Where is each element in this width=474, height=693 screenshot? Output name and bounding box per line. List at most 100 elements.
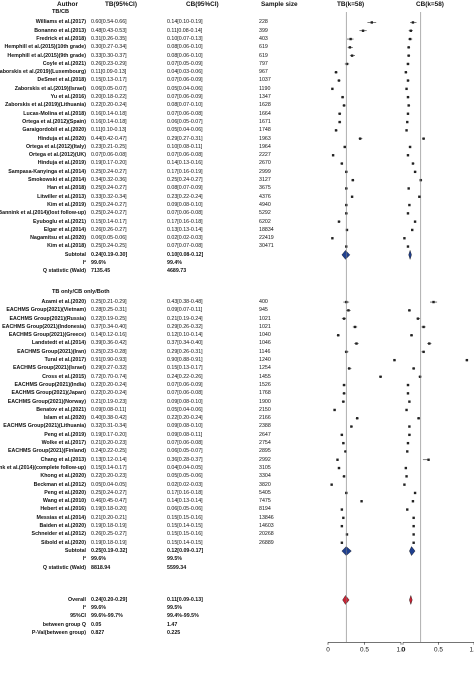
cb-point	[428, 342, 431, 345]
tb-estimate: 0.06[0.05-0.06]	[91, 235, 127, 242]
cb-point	[432, 300, 435, 304]
cb-point	[408, 37, 412, 41]
tb-point	[342, 104, 346, 107]
tb-estimate: 99.6%-99.7%	[91, 613, 123, 620]
row-label: Bonanno et al.(2013)	[34, 27, 86, 34]
table-row: Sibold et al.(2020) 0.19[0.18-0.19] 0.15[0…	[0, 539, 474, 547]
cb-estimate: 0.13[0.13-0.14]	[167, 226, 203, 233]
tb-estimate: 0.19[0.18-0.19]	[91, 523, 127, 529]
tb-estimate: 0.15[0.14-0.17]	[91, 218, 127, 225]
table-row: Garaigordobil et al.(2020) 0.11[0.10-0.13…	[0, 126, 474, 134]
row-label: EACHMS Group(2021)(Israel)	[13, 365, 86, 372]
tb-estimate: 0.13[0.12-0.14]	[91, 456, 127, 463]
row-label: DeSmet et al.(2018)	[37, 77, 86, 84]
cb-estimate: 0.07[0.05-0.09]	[167, 60, 203, 67]
cb-estimate: 4689.73	[167, 268, 187, 275]
tb-estimate: 0.15[0.13-0.17]	[91, 77, 127, 84]
cb-estimate: 0.24[0.22-0.26]	[167, 373, 203, 380]
tb-estimate: 0.25[0.24-0.27]	[91, 210, 127, 217]
cb-point	[412, 524, 415, 528]
cb-point	[408, 433, 411, 437]
row-label: EACHMS Group(2021)(Iran)	[17, 348, 86, 355]
row-label: Hinduja et al.(2020)	[37, 135, 86, 142]
table-row: Hemphill et al.(2015)(9th grade) 0.33[0.3…	[0, 52, 474, 60]
cb-estimate: 0.15[0.15-0.16]	[167, 531, 203, 538]
table-row: EACHMS Group(2021)(Vietnam) 0.28[0.25-0.3…	[0, 306, 474, 314]
cb-point	[418, 195, 421, 198]
cb-point	[405, 475, 408, 478]
cb-point	[405, 408, 408, 412]
tb-point	[338, 120, 341, 124]
cb-point	[406, 154, 410, 157]
table-row: Hinduja et al.(2019) 0.19[0.17-0.20] 0.14[…	[0, 159, 474, 167]
tb-estimate: 0.06[0.05-0.07]	[91, 85, 127, 92]
cb-point	[406, 62, 410, 66]
tb-estimate: 0.24[0.19-0.30]	[91, 251, 128, 258]
tb-estimate: 0.19[0.18-0.20]	[91, 506, 127, 513]
sample-size: 1021	[259, 315, 271, 322]
table-row: Wolke et al.(2017) 0.21[0.20-0.23] 0.07[0.…	[0, 439, 474, 447]
table-row: Yu et al.(2016) 0.20[0.18-0.22] 0.07[0.06-…	[0, 93, 474, 101]
cb-point	[411, 500, 415, 503]
sample-size: 1347	[259, 94, 271, 100]
tb-point	[340, 541, 344, 544]
row-label: Overall	[68, 596, 86, 603]
cb-point	[465, 358, 469, 362]
row-label: Williams et al.(2017)	[35, 19, 86, 26]
cb-point	[408, 309, 411, 312]
tb-estimate: 0.22[0.20-0.24]	[91, 381, 127, 388]
table-row: Cross et al.(2015) 0.72[0.70-0.74] 0.24[0.…	[0, 373, 474, 381]
cb-estimate: 0.04[0.04-0.05]	[167, 464, 203, 471]
cb-estimate: 0.07[0.06-0.09]	[167, 77, 203, 84]
tb-estimate: 0.11[0.10-0.13]	[91, 127, 127, 134]
cb-estimate: 0.15[0.14-0.15]	[167, 539, 203, 546]
sample-size: 1037	[259, 77, 271, 84]
tb-point	[336, 458, 339, 461]
row-label: Wolke et al.(2017)	[41, 440, 86, 446]
tb-estimate: 0.34[0.32-0.36]	[91, 177, 127, 183]
table-row: Baiden et al.(2020) 0.19[0.18-0.19] 0.15[0…	[0, 522, 474, 530]
sample-size: 3675	[259, 185, 271, 192]
tb-estimate: 0.28[0.25-0.31]	[91, 307, 127, 314]
row-label: Peng et al.(2019)	[44, 431, 86, 438]
sample-size: 228	[259, 19, 268, 26]
tb-x-tick-label: 1.0	[397, 646, 406, 653]
tb-estimate: 0.25[0.19-0.32]	[91, 547, 128, 554]
cb-point	[422, 350, 425, 354]
row-label: Han et al.(2018)	[47, 185, 86, 192]
row-label: Elgar et al.(2014)	[43, 226, 86, 233]
tb-estimate: 0.30[0.27-0.34]	[91, 44, 127, 51]
tb-estimate: 0.23[0.21-0.25]	[91, 143, 127, 150]
table-row: Smokowski et al.(2014) 0.34[0.32-0.36] 0.2…	[0, 176, 474, 184]
row-label: Subtotal	[64, 251, 86, 258]
tb-overall-diamond	[342, 595, 350, 605]
row-label: Hemphill et al.(2015)(10th grade)	[4, 44, 86, 51]
tb-estimate: 0.48[0.43-0.53]	[91, 27, 127, 34]
sample-size: 1021	[259, 323, 271, 330]
table-row: EACHMS Group(2021)(Lithuania) 0.32[0.31-0…	[0, 422, 474, 430]
tb-estimate: 0.20[0.18-0.22]	[91, 94, 127, 100]
table-row: Zaborskis et al.(2019)(Lithuania) 0.22[0.…	[0, 101, 474, 109]
table-row: EACHMS Group(2021)(Japan) 0.22[0.20-0.24]…	[0, 389, 474, 397]
tb-point	[349, 37, 352, 41]
sample-size: 2895	[259, 448, 271, 455]
table-row: Hebert et al.(2016) 0.19[0.18-0.20] 0.06[0…	[0, 505, 474, 513]
row-label: Hebert et al.(2016)	[40, 506, 86, 513]
cb-estimate: 0.23[0.22-0.24]	[167, 193, 203, 200]
table-row: P-Val(between group) 0.827 0.225	[0, 629, 474, 637]
cb-point	[427, 458, 430, 461]
row-label: Hinduja et al.(2019)	[37, 160, 86, 167]
header-sample-size: Sample size	[261, 1, 298, 8]
table-row: Williams et al.(2017) 0.60[0.54-0.66] 0.14…	[0, 18, 474, 26]
table-row: Overall 0.24[0.20-0.29] 0.11[0.09-0.13]	[0, 596, 474, 604]
table-row: Khong et al.(2020) 0.22[0.20-0.23] 0.05[0.…	[0, 472, 474, 480]
cb-estimate: 0.04[0.03-0.06]	[167, 69, 203, 76]
cb-estimate: 0.07[0.06-0.08]	[167, 440, 203, 446]
cb-estimate: 0.225	[167, 630, 181, 636]
tb-estimate: 0.25[0.24-0.25]	[91, 243, 127, 250]
row-label: Ortega et al.(2012)(UK)	[28, 152, 86, 159]
row-label: EACHMS Group(2021)(Norway)	[7, 398, 86, 405]
tb-point	[393, 358, 396, 362]
tb-point	[330, 483, 333, 486]
tb-point	[345, 62, 349, 66]
